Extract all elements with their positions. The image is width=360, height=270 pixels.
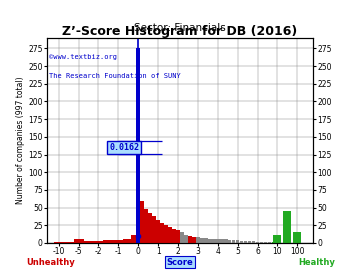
Bar <box>180 232 184 243</box>
Bar <box>188 236 192 243</box>
Bar <box>220 239 224 243</box>
Bar <box>172 229 176 243</box>
Bar <box>144 209 148 243</box>
Bar <box>208 239 212 243</box>
Text: Score: Score <box>167 258 193 266</box>
Y-axis label: Number of companies (997 total): Number of companies (997 total) <box>16 77 25 204</box>
Bar <box>244 241 247 243</box>
Bar <box>283 211 291 243</box>
Bar <box>164 225 168 243</box>
Bar <box>228 240 231 243</box>
Bar <box>236 240 239 243</box>
Bar <box>224 239 228 243</box>
Bar <box>212 239 216 243</box>
Bar <box>248 241 251 243</box>
Bar <box>131 235 136 243</box>
Bar <box>140 201 144 243</box>
Bar <box>216 239 220 243</box>
Text: Healthy: Healthy <box>298 258 335 266</box>
Bar <box>74 239 84 243</box>
Bar <box>268 242 271 243</box>
Bar <box>272 242 275 243</box>
Text: The Research Foundation of SUNY: The Research Foundation of SUNY <box>49 73 181 79</box>
Bar <box>204 238 208 243</box>
Bar <box>256 242 259 243</box>
Bar <box>113 240 123 243</box>
Bar <box>264 242 267 243</box>
Bar <box>84 241 94 243</box>
Bar <box>240 241 243 243</box>
Bar <box>232 240 235 243</box>
Bar <box>136 48 140 243</box>
Text: ©www.textbiz.org: ©www.textbiz.org <box>49 54 117 60</box>
Bar <box>168 227 172 243</box>
Bar <box>103 240 113 243</box>
Title: Z’-Score Histogram for DB (2016): Z’-Score Histogram for DB (2016) <box>62 25 298 38</box>
Bar <box>176 230 180 243</box>
Bar <box>152 216 156 243</box>
Bar <box>192 237 196 243</box>
Bar <box>148 213 152 243</box>
Bar <box>200 238 204 243</box>
Bar <box>252 241 255 243</box>
Bar <box>64 242 74 243</box>
Bar <box>274 235 282 243</box>
Bar <box>123 239 133 243</box>
Bar <box>196 237 200 243</box>
Bar <box>184 235 188 243</box>
Bar <box>260 242 263 243</box>
Bar <box>160 223 164 243</box>
Bar <box>54 242 64 243</box>
Text: Unhealthy: Unhealthy <box>26 258 75 266</box>
Text: Sector: Financials: Sector: Financials <box>134 23 226 33</box>
Text: 0.0162: 0.0162 <box>109 143 139 152</box>
Bar <box>156 220 160 243</box>
Bar <box>94 241 103 243</box>
Bar <box>293 232 301 243</box>
